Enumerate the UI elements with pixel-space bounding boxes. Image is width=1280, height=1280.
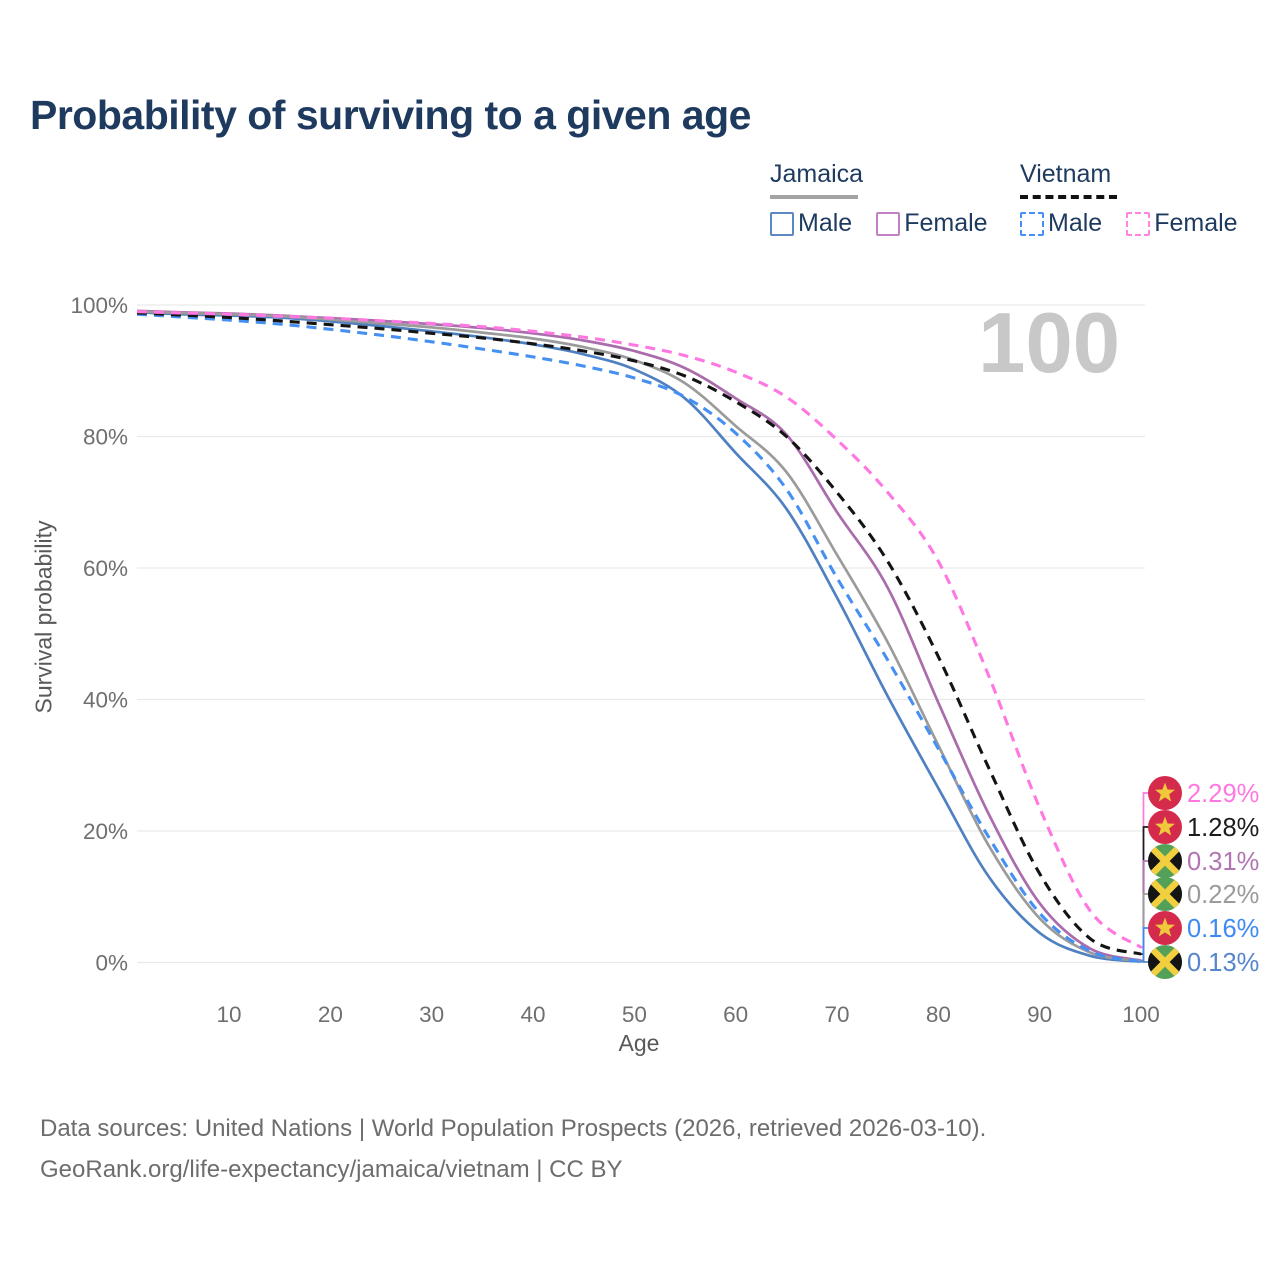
x-axis-title: Age — [618, 1030, 660, 1056]
end-label-value-jamaica-male: 0.13% — [1187, 949, 1259, 977]
legend-item-label-jamaica-female: Female — [904, 209, 988, 237]
vietnam-star — [1155, 782, 1175, 802]
x-tick-label-70: 70 — [825, 1002, 850, 1027]
jamaica-flag-icon — [1148, 877, 1182, 911]
x-tick-label-30: 30 — [419, 1002, 444, 1027]
x-tick-label-10: 10 — [217, 1002, 242, 1027]
jamaica-flag-icon — [1148, 945, 1182, 979]
x-tick-label-90: 90 — [1027, 1002, 1052, 1027]
x-tick-label-50: 50 — [622, 1002, 647, 1027]
y-tick-label-100: 100% — [70, 293, 128, 318]
vietnam-line-style-swatch — [1020, 195, 1117, 199]
series-line-jamaica-male[interactable] — [136, 310, 1142, 963]
legend-checkbox-jamaica-male[interactable] — [770, 211, 794, 236]
legend-items-vietnam: Male Female — [1020, 209, 1262, 238]
vietnam-star — [1155, 917, 1175, 937]
series-line-vietnam-both[interactable] — [136, 311, 1142, 956]
legend-items-jamaica: Male Female — [770, 209, 1012, 238]
vietnam-flag-icon — [1148, 911, 1182, 945]
jamaica-flag-icon — [1148, 844, 1182, 878]
end-label-value-vietnam-both: 1.28% — [1187, 814, 1259, 842]
legend-item-vietnam-female[interactable]: Female — [1126, 209, 1238, 238]
y-tick-label-20: 20% — [83, 819, 128, 844]
end-label-connector-jamaica-female — [1140, 860, 1150, 962]
legend-item-jamaica-male[interactable]: Male — [770, 209, 852, 238]
legend-group-label-jamaica: Jamaica — [770, 160, 864, 188]
y-tick-label-0: 0% — [95, 951, 128, 976]
y-axis-title: Survival probability — [30, 520, 57, 714]
legend-checkbox-jamaica-female[interactable] — [876, 211, 901, 236]
watermark-age-100: 100 — [978, 296, 1120, 391]
legend-item-vietnam-male[interactable]: Male — [1020, 209, 1102, 238]
legend-checkbox-vietnam-male[interactable] — [1020, 211, 1044, 236]
legend-item-label-jamaica-male: Male — [798, 209, 853, 237]
x-tick-label-20: 20 — [318, 1002, 343, 1027]
legend-group-label-vietnam: Vietnam — [1020, 160, 1112, 188]
chart-title: Probability of surviving to a given age — [30, 92, 751, 138]
end-label-value-vietnam-male: 0.16% — [1187, 915, 1259, 943]
legend-group-jamaica: Jamaica Male Female — [770, 160, 1012, 238]
vietnam-flag-icon — [1148, 776, 1182, 810]
y-tick-label-40: 40% — [83, 688, 128, 713]
y-tick-label-60: 60% — [83, 556, 128, 581]
end-label-value-vietnam-female: 2.29% — [1187, 780, 1259, 808]
legend-item-label-vietnam-female: Female — [1154, 209, 1238, 237]
legend-item-label-vietnam-male: Male — [1048, 209, 1103, 237]
vietnam-star — [1155, 816, 1175, 836]
footer-data-sources: Data sources: United Nations | World Pop… — [40, 1115, 987, 1142]
series-line-jamaica-female[interactable] — [136, 309, 1142, 962]
legend-checkbox-vietnam-female[interactable] — [1126, 211, 1151, 236]
end-label-value-jamaica-female: 0.31% — [1187, 848, 1259, 876]
x-tick-label-80: 80 — [926, 1002, 951, 1027]
series-line-jamaica-both[interactable] — [136, 310, 1142, 963]
vietnam-flag-icon — [1148, 810, 1182, 844]
jamaica-line-style-swatch — [770, 195, 858, 199]
series-line-vietnam-female[interactable] — [136, 310, 1142, 949]
x-tick-label-60: 60 — [723, 1002, 748, 1027]
x-tick-label-100: 100 — [1122, 1002, 1160, 1027]
legend-group-vietnam: Vietnam Male Female — [1020, 160, 1262, 238]
series-line-vietnam-male[interactable] — [136, 312, 1142, 963]
footer: Data sources: United Nations | World Pop… — [40, 1108, 986, 1190]
legend-item-jamaica-female[interactable]: Female — [876, 209, 988, 238]
y-tick-label-80: 80% — [83, 425, 128, 450]
x-tick-label-40: 40 — [521, 1002, 546, 1027]
footer-attribution: GeoRank.org/life-expectancy/jamaica/viet… — [40, 1156, 623, 1183]
end-label-value-jamaica-both: 0.22% — [1187, 881, 1259, 909]
end-label-connector-vietnam-male — [1140, 927, 1150, 963]
